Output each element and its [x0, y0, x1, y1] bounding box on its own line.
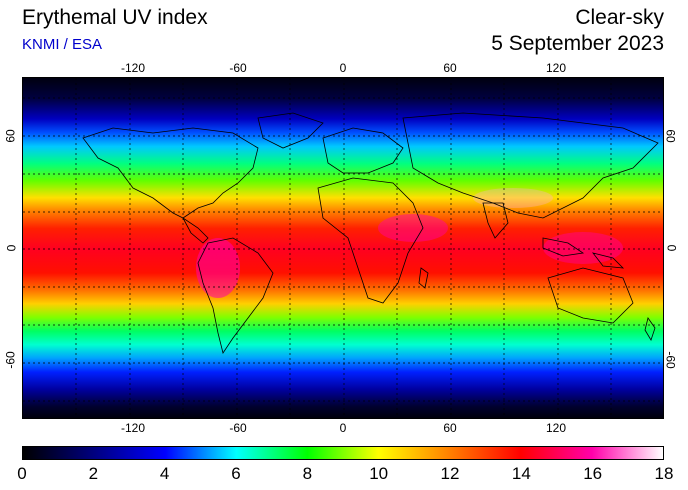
graticule — [23, 78, 663, 418]
map-date: 5 September 2023 — [491, 32, 664, 55]
colorbar-label: 14 — [511, 464, 531, 483]
sky-condition: Clear-sky — [575, 6, 664, 29]
lon-tick-bottom: 120 — [545, 421, 567, 435]
coastlines — [82, 112, 659, 354]
lon-tick-top: 120 — [545, 61, 567, 75]
colorbar-label: 16 — [583, 464, 603, 483]
lon-tick-top: -60 — [229, 61, 247, 75]
colorbar-label: 0 — [17, 464, 27, 483]
lat-tick-left: 60 — [3, 129, 18, 143]
map-title: Erythemal UV index — [22, 6, 208, 29]
lon-tick-bottom: 0 — [339, 421, 347, 435]
lon-tick-bottom: 60 — [443, 421, 457, 435]
lat-tick-right: -60 — [663, 351, 678, 369]
uv-hotspot — [196, 238, 240, 298]
uv-colorbar — [22, 446, 664, 460]
colorbar-label: 8 — [302, 464, 313, 483]
uv-map-svg — [23, 78, 663, 418]
lat-tick-right: 60 — [663, 129, 678, 143]
lon-tick-top: 0 — [339, 61, 347, 75]
colorbar-label: 2 — [88, 464, 99, 483]
colorbar-label: 18 — [654, 464, 674, 483]
uv-index-map — [22, 77, 664, 419]
uv-hotspot — [473, 188, 553, 208]
lat-tick-right: 0 — [664, 244, 679, 252]
lon-tick-bottom: -120 — [120, 421, 146, 435]
uv-hotspot — [378, 214, 448, 242]
colorbar-label: 6 — [231, 464, 241, 483]
colorbar-label: 10 — [369, 464, 389, 483]
lon-tick-bottom: -60 — [229, 421, 247, 435]
lat-tick-left: 0 — [4, 244, 19, 252]
colorbar-label: 4 — [159, 464, 170, 483]
lon-tick-top: -120 — [120, 61, 146, 75]
lon-tick-top: 60 — [443, 61, 457, 75]
lat-tick-left: -60 — [3, 351, 18, 369]
map-credit: KNMI / ESA — [22, 36, 103, 53]
colorbar-label: 12 — [440, 464, 460, 483]
